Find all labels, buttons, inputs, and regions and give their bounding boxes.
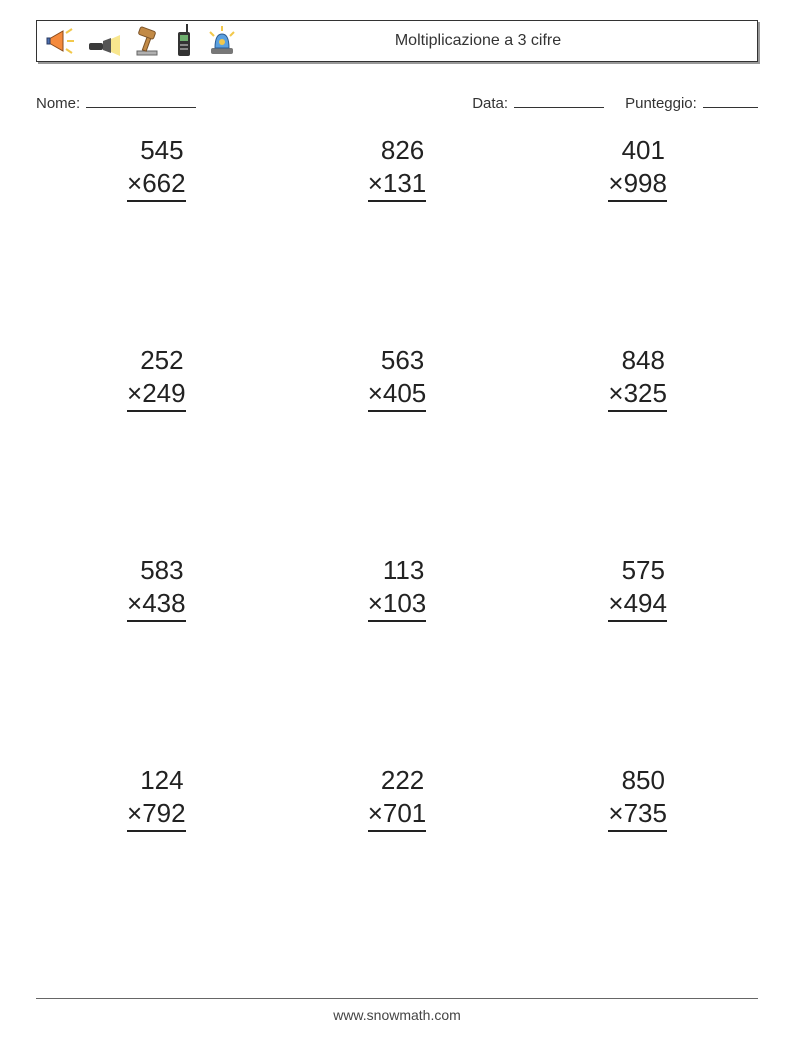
operator: × bbox=[127, 168, 142, 198]
multiplication-problem: 124×792 bbox=[127, 764, 186, 832]
multiplicand: 826 bbox=[368, 134, 427, 167]
multiplier: 131 bbox=[383, 168, 426, 198]
multiplicand: 545 bbox=[127, 134, 186, 167]
multiplication-problem: 826×131 bbox=[368, 134, 427, 202]
flashlight-icon bbox=[87, 25, 121, 57]
score-blank[interactable] bbox=[703, 92, 758, 108]
problem-cell: 252×249 bbox=[36, 338, 277, 548]
problem-cell: 826×131 bbox=[277, 128, 518, 338]
multiplicand: 583 bbox=[127, 554, 186, 587]
name-blank[interactable] bbox=[86, 92, 196, 108]
multiplicand: 575 bbox=[608, 554, 667, 587]
date-label: Data: bbox=[472, 95, 508, 112]
problem-cell: 583×438 bbox=[36, 548, 277, 758]
megaphone-icon bbox=[45, 25, 77, 57]
operator: × bbox=[127, 378, 142, 408]
multiplier-row: ×438 bbox=[127, 587, 186, 623]
multiplier: 405 bbox=[383, 378, 426, 408]
multiplication-problem: 252×249 bbox=[127, 344, 186, 412]
operator: × bbox=[127, 588, 142, 618]
operator: × bbox=[368, 168, 383, 198]
multiplicand: 222 bbox=[368, 764, 427, 797]
multiplier: 494 bbox=[624, 588, 667, 618]
multiplier: 103 bbox=[383, 588, 426, 618]
multiplication-problem: 113×103 bbox=[368, 554, 427, 622]
operator: × bbox=[368, 588, 383, 618]
multiplier: 662 bbox=[142, 168, 185, 198]
multiplier: 325 bbox=[624, 378, 667, 408]
multiplicand: 563 bbox=[368, 344, 427, 377]
header-icons bbox=[37, 24, 239, 58]
multiplicand: 113 bbox=[368, 554, 427, 587]
multiplier-row: ×662 bbox=[127, 167, 186, 203]
problem-cell: 848×325 bbox=[517, 338, 758, 548]
page-title: Moltiplicazione a 3 cifre bbox=[239, 32, 757, 50]
walkie-talkie-icon bbox=[173, 24, 195, 58]
name-field: Nome: bbox=[36, 92, 196, 112]
problem-cell: 113×103 bbox=[277, 548, 518, 758]
multiplier-row: ×249 bbox=[127, 377, 186, 413]
multiplication-problem: 583×438 bbox=[127, 554, 186, 622]
problem-cell: 401×998 bbox=[517, 128, 758, 338]
footer-divider bbox=[36, 998, 758, 999]
multiplicand: 252 bbox=[127, 344, 186, 377]
problem-cell: 545×662 bbox=[36, 128, 277, 338]
operator: × bbox=[368, 378, 383, 408]
multiplier-row: ×792 bbox=[127, 797, 186, 833]
gavel-icon bbox=[131, 25, 163, 57]
score-label: Punteggio: bbox=[625, 95, 697, 112]
date-score-group: Data: Punteggio: bbox=[472, 92, 758, 112]
siren-icon bbox=[205, 24, 239, 58]
multiplication-problem: 563×405 bbox=[368, 344, 427, 412]
multiplication-problem: 401×998 bbox=[608, 134, 667, 202]
problem-cell: 850×735 bbox=[517, 758, 758, 968]
multiplier-row: ×701 bbox=[368, 797, 427, 833]
date-blank[interactable] bbox=[514, 92, 604, 108]
multiplier-row: ×494 bbox=[608, 587, 667, 623]
multiplicand: 848 bbox=[608, 344, 667, 377]
operator: × bbox=[127, 798, 142, 828]
header-box: Moltiplicazione a 3 cifre bbox=[36, 20, 758, 62]
worksheet-page: Moltiplicazione a 3 cifre Nome: Data: Pu… bbox=[0, 0, 794, 1053]
multiplier-row: ×735 bbox=[608, 797, 667, 833]
operator: × bbox=[608, 588, 623, 618]
operator: × bbox=[608, 378, 623, 408]
name-label: Nome: bbox=[36, 95, 80, 112]
multiplier-row: ×325 bbox=[608, 377, 667, 413]
problem-cell: 124×792 bbox=[36, 758, 277, 968]
multiplication-problem: 850×735 bbox=[608, 764, 667, 832]
multiplicand: 124 bbox=[127, 764, 186, 797]
operator: × bbox=[608, 798, 623, 828]
problem-cell: 563×405 bbox=[277, 338, 518, 548]
multiplier-row: ×998 bbox=[608, 167, 667, 203]
problems-grid: 545×662826×131401×998252×249563×405848×3… bbox=[36, 128, 758, 968]
problem-cell: 575×494 bbox=[517, 548, 758, 758]
multiplier-row: ×405 bbox=[368, 377, 427, 413]
problem-cell: 222×701 bbox=[277, 758, 518, 968]
multiplier: 701 bbox=[383, 798, 426, 828]
multiplier: 735 bbox=[624, 798, 667, 828]
multiplication-problem: 848×325 bbox=[608, 344, 667, 412]
multiplier: 998 bbox=[624, 168, 667, 198]
multiplier: 249 bbox=[142, 378, 185, 408]
multiplicand: 401 bbox=[608, 134, 667, 167]
operator: × bbox=[368, 798, 383, 828]
multiplier-row: ×131 bbox=[368, 167, 427, 203]
multiplication-problem: 575×494 bbox=[608, 554, 667, 622]
multiplicand: 850 bbox=[608, 764, 667, 797]
multiplier: 792 bbox=[142, 798, 185, 828]
multiplication-problem: 222×701 bbox=[368, 764, 427, 832]
multiplier-row: ×103 bbox=[368, 587, 427, 623]
multiplication-problem: 545×662 bbox=[127, 134, 186, 202]
footer-text: www.snowmath.com bbox=[0, 1007, 794, 1023]
operator: × bbox=[608, 168, 623, 198]
multiplier: 438 bbox=[142, 588, 185, 618]
